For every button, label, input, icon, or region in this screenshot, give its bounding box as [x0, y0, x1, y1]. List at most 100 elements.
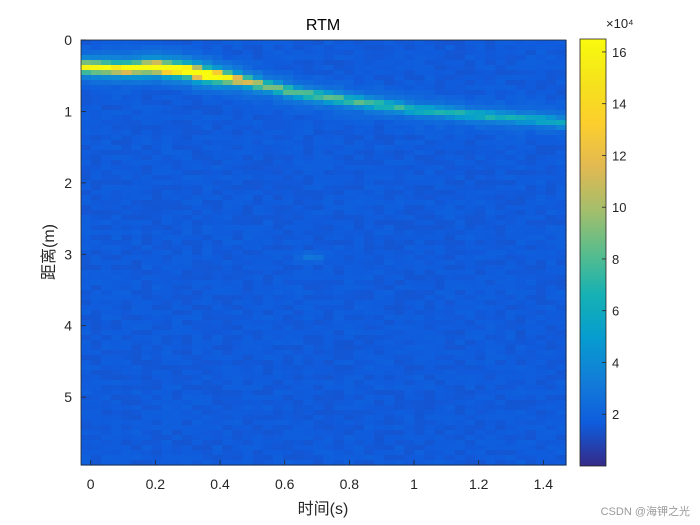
heatmap-cell: [272, 85, 284, 91]
heatmap-cell: [343, 110, 355, 116]
heatmap-cell: [192, 250, 203, 256]
heatmap-cell: [414, 200, 426, 206]
heatmap-cell: [363, 100, 375, 106]
heatmap-cell: [374, 110, 385, 116]
heatmap-cell: [505, 265, 517, 271]
heatmap-cell: [182, 255, 193, 261]
heatmap-cell: [495, 50, 506, 56]
heatmap-cell: [272, 105, 284, 111]
heatmap-cell: [131, 80, 143, 86]
heatmap-cell: [192, 300, 203, 306]
heatmap-cell: [283, 425, 294, 431]
heatmap-cell: [81, 305, 92, 311]
heatmap-cell: [121, 400, 133, 406]
heatmap-cell: [495, 45, 506, 51]
heatmap-cell: [545, 225, 557, 231]
heatmap-cell: [262, 375, 274, 381]
heatmap-cell: [192, 395, 203, 401]
heatmap-cell: [424, 90, 436, 96]
heatmap-cell: [363, 260, 375, 266]
heatmap-cell: [424, 200, 436, 206]
heatmap-cell: [424, 255, 436, 261]
heatmap-cell: [343, 395, 355, 401]
heatmap-cell: [131, 150, 143, 156]
heatmap-cell: [555, 375, 567, 381]
heatmap-cell: [91, 340, 102, 346]
heatmap-cell: [434, 375, 446, 381]
heatmap-cell: [161, 360, 173, 366]
heatmap-cell: [101, 140, 112, 146]
heatmap-cell: [384, 415, 395, 421]
heatmap-cell: [555, 295, 567, 301]
heatmap-cell: [222, 455, 234, 461]
heatmap-cell: [272, 415, 284, 421]
heatmap-cell: [252, 220, 264, 226]
heatmap-cell: [182, 295, 193, 301]
heatmap-cell: [91, 80, 102, 86]
heatmap-cell: [363, 315, 375, 321]
heatmap-cell: [343, 350, 355, 356]
heatmap-cell: [424, 295, 436, 301]
heatmap-cell: [434, 300, 446, 306]
heatmap-cell: [434, 215, 446, 221]
heatmap-cell: [414, 80, 426, 86]
heatmap-cell: [121, 345, 133, 351]
heatmap-cell: [222, 360, 234, 366]
heatmap-cell: [212, 125, 224, 131]
heatmap-cell: [525, 355, 537, 361]
heatmap-cell: [323, 355, 335, 361]
heatmap-cell: [374, 205, 385, 211]
heatmap-cell: [454, 440, 466, 446]
heatmap-cell: [182, 325, 193, 331]
heatmap-cell: [343, 405, 355, 411]
heatmap-cell: [464, 195, 476, 201]
heatmap-cell: [464, 60, 476, 66]
heatmap-cell: [262, 440, 274, 446]
heatmap-cell: [151, 140, 163, 146]
heatmap-cell: [363, 215, 375, 221]
heatmap-cell: [485, 210, 496, 216]
heatmap-cell: [505, 215, 517, 221]
heatmap-cell: [515, 60, 527, 66]
heatmap-cell: [485, 110, 496, 116]
heatmap-cell: [525, 385, 537, 391]
heatmap-cell: [434, 390, 446, 396]
heatmap-cell: [131, 245, 143, 251]
heatmap-cell: [262, 400, 274, 406]
heatmap-cell: [81, 60, 92, 66]
heatmap-cell: [151, 460, 163, 466]
heatmap-cell: [161, 160, 173, 166]
heatmap-cell: [171, 130, 183, 136]
heatmap-cell: [313, 120, 325, 126]
heatmap-cell: [535, 340, 547, 346]
heatmap-cell: [283, 415, 294, 421]
heatmap-cell: [475, 275, 486, 281]
heatmap-cell: [222, 295, 234, 301]
heatmap-cell: [313, 220, 325, 226]
heatmap-cell: [485, 285, 496, 291]
heatmap-cell: [121, 50, 133, 56]
heatmap-cell: [515, 120, 527, 126]
heatmap-cell: [424, 150, 436, 156]
heatmap-cell: [434, 55, 446, 61]
heatmap-cell: [374, 400, 385, 406]
heatmap-cell: [434, 225, 446, 231]
heatmap-cell: [222, 230, 234, 236]
heatmap-cell: [424, 100, 436, 106]
heatmap-cell: [475, 375, 486, 381]
heatmap-cell: [272, 250, 284, 256]
heatmap-cell: [171, 405, 183, 411]
heatmap-cell: [141, 95, 153, 101]
heatmap-cell: [404, 385, 416, 391]
heatmap-cell: [343, 345, 355, 351]
heatmap-cell: [141, 400, 153, 406]
heatmap-cell: [111, 285, 123, 291]
heatmap-cell: [525, 460, 537, 466]
heatmap-cell: [555, 250, 567, 256]
heatmap-cell: [222, 150, 234, 156]
heatmap-cell: [353, 170, 365, 176]
heatmap-cell: [293, 115, 304, 121]
heatmap-cell: [424, 345, 436, 351]
heatmap-cell: [525, 250, 537, 256]
heatmap-cell: [141, 145, 153, 151]
